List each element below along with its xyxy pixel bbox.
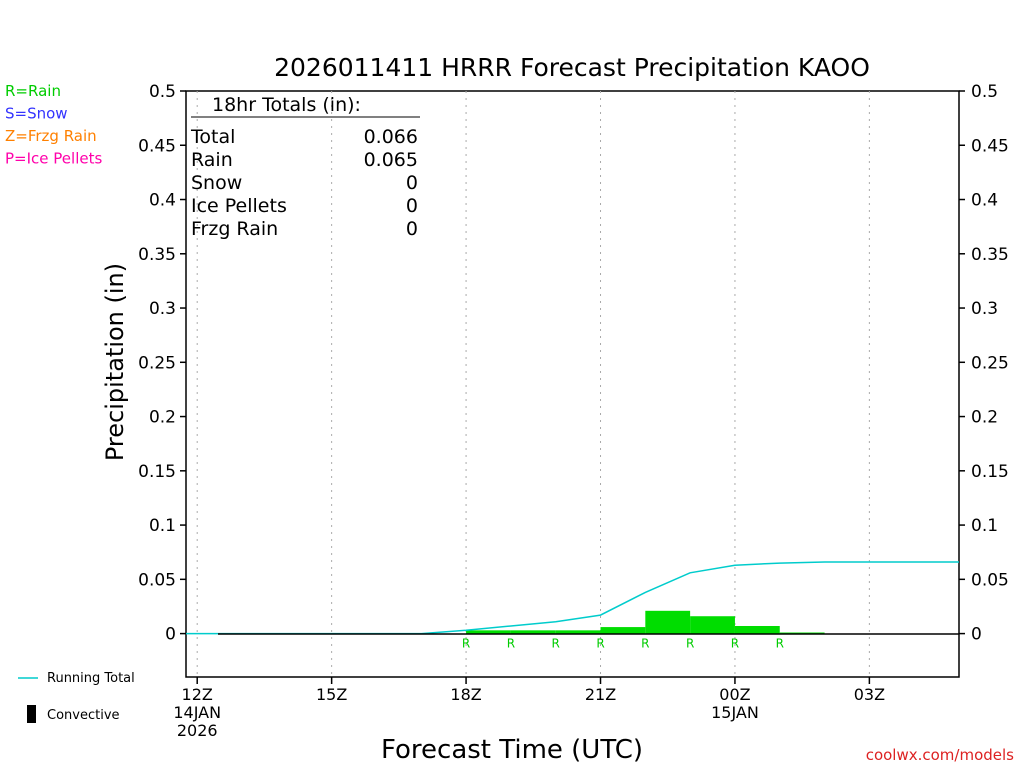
- precip-type-legend-item: P=Ice Pellets: [5, 150, 102, 168]
- totals-row-value: 0: [406, 172, 418, 194]
- x-tick-label: 03Z: [854, 685, 885, 704]
- y-tick-label-right: 0.35: [971, 245, 1009, 265]
- x-tick-label: 00Z: [719, 685, 750, 704]
- y-tick-label-right: 0.45: [971, 136, 1009, 156]
- x-tick-label: 2026: [177, 721, 218, 740]
- precip-bar: [690, 616, 735, 634]
- precip-bar: [734, 625, 780, 634]
- x-axis-label: Forecast Time (UTC): [381, 735, 643, 765]
- totals-row-value: 0: [406, 195, 418, 217]
- y-tick-label-left: 0: [165, 625, 176, 645]
- x-tick-label: 21Z: [585, 685, 616, 704]
- totals-row-name: Ice Pellets: [191, 195, 287, 217]
- y-tick-label-left: 0.4: [149, 191, 176, 211]
- running-total-line: [186, 561, 959, 635]
- precip-bar: [779, 632, 825, 634]
- x-tick-label: 12Z: [182, 685, 213, 704]
- totals-row-value: 0: [406, 218, 418, 240]
- totals-header: 18hr Totals (in):: [212, 94, 361, 116]
- precip-type-marker: R: [776, 637, 784, 651]
- precip-type-legend-item: R=Rain: [5, 82, 61, 100]
- x-grid-lines: [196, 91, 870, 677]
- precip-type-marker: R: [641, 637, 649, 651]
- y-tick-label-right: 0.2: [971, 408, 998, 428]
- x-tick-label: 15Z: [316, 685, 347, 704]
- totals-row-value: 0.065: [364, 149, 418, 171]
- precip-type-legend-item: S=Snow: [5, 105, 68, 123]
- y-tick-label-left: 0.45: [138, 136, 176, 156]
- totals-box: 18hr Totals (in): Total 0.066 Rain 0.065 Sno…: [190, 94, 420, 240]
- totals-row-name: Total: [190, 126, 235, 148]
- precip-bar: [510, 630, 556, 634]
- y-tick-label-left: 0.25: [138, 353, 176, 373]
- running-total-series: [186, 561, 959, 635]
- y-tick-label-left: 0.35: [138, 245, 176, 265]
- totals-row-name: Rain: [191, 149, 233, 171]
- precip-bars: [466, 610, 825, 634]
- precip-type-marker: R: [596, 637, 604, 651]
- precip-type-marker: R: [507, 637, 515, 651]
- y-tick-label-left: 0.15: [138, 462, 176, 482]
- y-tick-label-left: 0.05: [138, 570, 176, 590]
- chart-title: 2026011411 HRRR Forecast Precipitation K…: [274, 53, 870, 82]
- x-tick-label: 15JAN: [711, 703, 759, 722]
- precip-bar: [645, 610, 691, 634]
- convective-legend-swatch: [27, 705, 36, 723]
- credit-text: coolwx.com/models: [866, 746, 1014, 764]
- totals-row-value: 0.066: [364, 126, 418, 148]
- precip-type-marker: R: [686, 637, 694, 651]
- precip-bar: [555, 630, 601, 634]
- precip-type-marker: R: [552, 637, 560, 651]
- y-axis-ticks: 0 00.05 0.050.1 0.10.15 0.150.2 0.20.25 0.250.…: [138, 82, 1009, 645]
- y-tick-label-right: 0.5: [971, 82, 998, 102]
- x-tick-label: 14JAN: [173, 703, 221, 722]
- y-tick-label-left: 0.2: [149, 408, 176, 428]
- y-tick-label-left: 0.3: [149, 299, 176, 319]
- y-tick-label-right: 0.15: [971, 462, 1009, 482]
- totals-row-name: Frzg Rain: [191, 218, 278, 240]
- y-tick-label-right: 0.05: [971, 570, 1009, 590]
- y-tick-label-left: 0.5: [149, 82, 176, 102]
- precip-type-legend: R=Rain S=Snow Z=Frzg Rain P=Ice Pellets: [5, 82, 102, 168]
- plot-frame: [185, 90, 960, 678]
- y-tick-label-right: 0: [971, 625, 982, 645]
- y-tick-label-right: 0.4: [971, 191, 998, 211]
- precip-bar: [466, 630, 511, 634]
- y-tick-label-right: 0.1: [971, 516, 998, 536]
- precip-type-marker: R: [731, 637, 739, 651]
- y-tick-label-right: 0.25: [971, 353, 1009, 373]
- convective-legend-label: Convective: [47, 708, 120, 723]
- y-tick-label-right: 0.3: [971, 299, 998, 319]
- series-legend: Running Total Convective: [18, 671, 135, 723]
- totals-row-name: Snow: [191, 172, 242, 194]
- running-total-legend-label: Running Total: [47, 671, 135, 686]
- precip-bar: [600, 627, 646, 634]
- precip-type-marker: R: [462, 637, 470, 651]
- y-tick-label-left: 0.1: [149, 516, 176, 536]
- y-axis-label: Precipitation (in): [101, 263, 129, 461]
- x-tick-label: 18Z: [450, 685, 481, 704]
- precip-type-legend-item: Z=Frzg Rain: [5, 127, 97, 145]
